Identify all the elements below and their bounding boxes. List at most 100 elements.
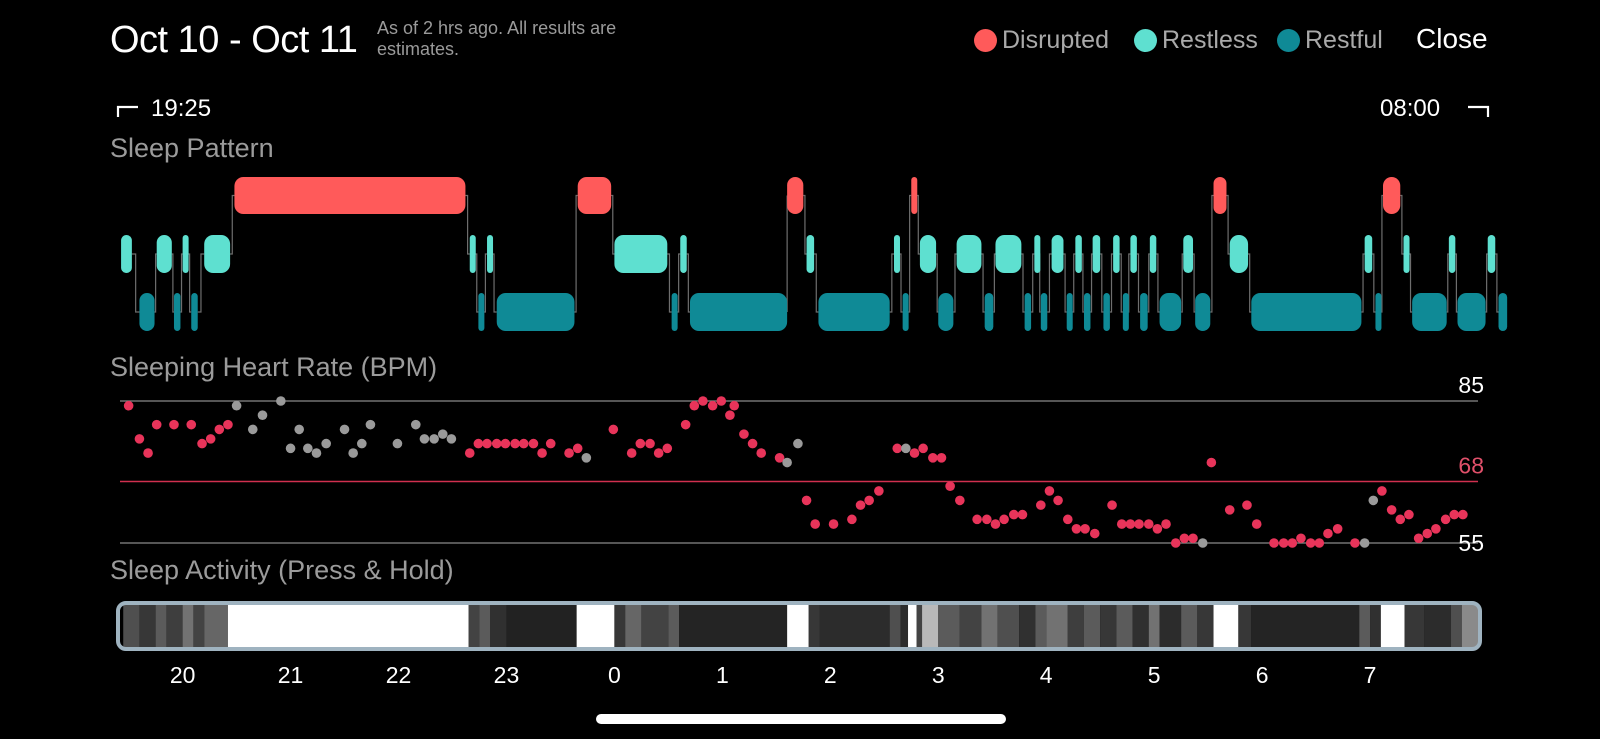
- sleep-segment-restful: [191, 293, 198, 331]
- heart-rate-point: [1404, 509, 1414, 520]
- heart-rate-chart: 85 68 55: [120, 372, 1484, 556]
- x-tick-label: 5: [1148, 662, 1161, 688]
- heart-rate-point: [945, 481, 955, 492]
- activity-block: [1046, 605, 1068, 647]
- subtitle: As of 2 hrs ago. All results are estimat…: [377, 18, 617, 59]
- sleep-segment-restful: [938, 293, 954, 331]
- heart-rate-point: [729, 400, 740, 411]
- state-transition-line: [889, 253, 894, 313]
- close-button[interactable]: Close: [1416, 23, 1488, 54]
- sleep-segment-restful: [1498, 293, 1508, 331]
- state-transition-line: [230, 194, 235, 255]
- heart-rate-point-low-confidence: [276, 396, 286, 406]
- heart-rate-point: [1251, 519, 1262, 529]
- activity-block: [193, 605, 205, 647]
- heart-rate-point-low-confidence: [392, 438, 403, 449]
- heart-rate-point: [1377, 486, 1387, 496]
- heart-rate-point: [518, 438, 529, 449]
- page-title: Oct 10 - Oct 11: [110, 19, 358, 61]
- x-tick-label: 2: [824, 662, 837, 688]
- heart-rate-point-low-confidence: [410, 419, 421, 430]
- heart-rate-point: [123, 400, 134, 411]
- restful-dot-icon: [1277, 28, 1300, 52]
- state-transition-line: [1081, 253, 1084, 313]
- heart-rate-point: [689, 400, 700, 411]
- heart-rate-point: [214, 424, 225, 435]
- sleep-segment-restful: [1040, 293, 1048, 331]
- state-transition-line: [1193, 253, 1196, 313]
- heart-rate-point: [169, 419, 179, 430]
- sleep-segment-restless: [1092, 235, 1101, 273]
- state-transition-line: [1380, 194, 1384, 313]
- activity-block: [1148, 605, 1160, 647]
- heart-rate-point: [464, 448, 475, 458]
- sleep-segment-restless: [893, 235, 900, 273]
- x-tick-label: 3: [932, 662, 945, 688]
- sleep-segment-restful: [1024, 293, 1032, 331]
- heart-rate-point: [1386, 505, 1397, 515]
- sleep-segment-restful: [818, 293, 890, 331]
- sleep-segment-restless: [1149, 235, 1157, 273]
- heart-rate-point: [608, 424, 619, 435]
- heart-rate-point: [739, 429, 749, 439]
- state-transition-line: [667, 253, 672, 313]
- state-transition-line: [1400, 194, 1404, 255]
- heart-rate-point-low-confidence: [231, 400, 242, 411]
- activity-block: [490, 605, 507, 647]
- heart-rate-point: [510, 438, 520, 449]
- heart-rate-point: [473, 438, 484, 449]
- state-transition-line: [1119, 253, 1123, 313]
- sleep-activity-chart[interactable]: 20 21 22 23 0 1 2 3 4 5 6 7: [116, 601, 1482, 688]
- sleep-segment-restful: [1083, 293, 1091, 331]
- state-transition-line: [1100, 253, 1104, 313]
- state-transition-line: [916, 194, 920, 255]
- state-transition-line: [1372, 253, 1376, 313]
- state-transition-line: [475, 253, 479, 313]
- sleep-segment-restful: [1195, 293, 1211, 331]
- activity-block: [1451, 605, 1462, 647]
- home-indicator[interactable]: [596, 714, 1006, 724]
- heart-rate-point: [716, 396, 727, 406]
- activity-block: [808, 605, 820, 647]
- state-transition-line: [1495, 253, 1499, 313]
- state-transition-line: [1090, 253, 1093, 313]
- activity-block: [1197, 605, 1214, 647]
- activity-block: [916, 605, 923, 647]
- heart-rate-point: [134, 434, 145, 444]
- sleep-segment-restless: [1364, 235, 1373, 273]
- state-transition-line: [677, 253, 681, 313]
- activity-block: [1359, 605, 1371, 647]
- state-transition-line: [188, 253, 192, 313]
- legend-restless: Restless: [1134, 26, 1258, 54]
- heart-rate-point: [186, 419, 197, 430]
- heart-rate-point-low-confidence: [285, 443, 296, 454]
- activity-block: [576, 605, 615, 647]
- activity-block: [668, 605, 680, 647]
- sleep-segment-restful: [478, 293, 485, 331]
- heart-rate-point-low-confidence: [1359, 538, 1370, 548]
- x-tick-label: 7: [1364, 662, 1377, 688]
- sleep-segment-restful: [173, 293, 181, 331]
- heart-rate-point: [653, 448, 664, 458]
- activity-block: [1116, 605, 1133, 647]
- heart-rate-point: [143, 448, 153, 458]
- sleep-activity-title: Sleep Activity (Press & Hold): [110, 555, 454, 585]
- x-tick-label: 23: [494, 662, 520, 688]
- heart-rate-point: [1422, 528, 1433, 539]
- sleep-segment-restful: [1412, 293, 1447, 331]
- sleep-segment-restless: [1034, 235, 1041, 273]
- state-transition-line: [1226, 194, 1230, 255]
- activity-block: [959, 605, 982, 647]
- heart-rate-point: [1431, 524, 1441, 534]
- sleep-segment-restful: [1066, 293, 1073, 331]
- heart-rate-point: [1125, 519, 1136, 529]
- state-transition-line: [1181, 253, 1184, 313]
- heart-rate-point: [955, 495, 965, 506]
- heart-rate-point: [1206, 457, 1217, 468]
- state-transition-line: [814, 253, 819, 313]
- legend-label: Disrupted: [1002, 25, 1109, 54]
- heart-rate-point: [1161, 519, 1171, 529]
- heart-rate-point: [1080, 524, 1090, 534]
- activity-frame: [116, 601, 1482, 651]
- sleep-segment-disrupted: [787, 177, 804, 214]
